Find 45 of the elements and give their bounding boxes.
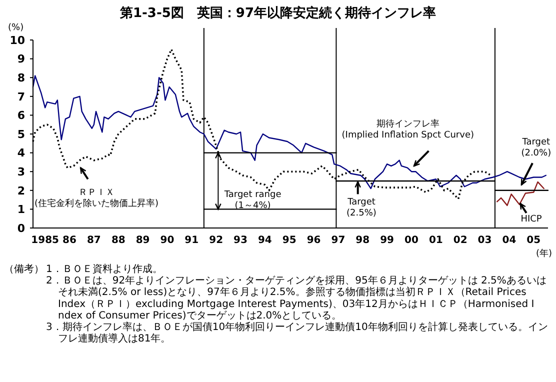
y-tick-label: 10 [10,34,26,47]
y-tick-label: 5 [17,128,25,141]
y-tick-label: 6 [17,109,26,122]
x-tick-label: 95 [282,235,296,246]
x-tick-label: 1985 [31,235,60,246]
text: （備考） [4,263,44,275]
y-axis-title: (%) [8,23,24,33]
annotation: Target (2.5%) [346,198,376,218]
y-tick-label: 8 [17,71,25,84]
annotation: 期待インフレ率 (Implied Inflation Spct Curve) [342,118,474,140]
y-tick-label: 0 [17,222,26,235]
x-tick-label: 04 [502,235,516,246]
x-tick-label: 02 [453,235,468,246]
x-tick-label: 98 [356,235,370,246]
x-tick-label: 88 [111,235,126,246]
x-tick-label: 92 [209,235,224,246]
text: 1．ＢＯＥ資料より作成。 [46,263,162,275]
x-tick-label: 05 [526,235,541,246]
x-tick-label: 94 [258,235,272,246]
x-axis-title: (年) [536,248,552,259]
text: 3．期待インフレ率は、ＢＯＥが国債10年物利回りーインフレ連動債10年物利回りを計算し発表している。インフレ連動債導入は81年。 [46,321,548,345]
x-tick-label: 87 [86,235,101,246]
x-tick-label: 90 [160,235,174,246]
y-tick-label: 7 [17,90,25,104]
annotation: Target range (1～4%) [223,190,282,211]
x-tick-label: 00 [404,235,419,246]
x-tick-label: 91 [184,235,199,246]
annotation: HICP [520,214,542,224]
x-tick-label: 97 [331,235,346,246]
x-tick-label: 03 [478,235,492,246]
y-tick-label: 4 [17,146,26,160]
x-tick-label: 01 [428,235,443,246]
y-tick-label: 1 [17,203,25,216]
x-tick-label: 93 [234,235,248,246]
y-tick-label: 3 [17,165,25,178]
x-tick-label: 86 [62,235,77,246]
y-tick-label: 9 [17,52,25,66]
annotation: Target (2.0%) [521,137,552,158]
text: 2．ＢＯＥは、92年よりインフレーション・ターゲティングを採用、95年６月よりターゲットは 2.5%あるいはそれ未満(2.5% or less)となり、97年６月より2.5%。参照する物価指標は当初ＲＰＩＸ（Retail Prices Index（ＲＰＩ）excluding Mortgage Interest Payments)、03年12月からはＨＩＣＰ（Harmonised Index of Consumer Prices)でターゲットは2.0%としている。 [46,274,546,322]
y-tick-label: 2 [17,184,25,198]
annotation: ＲＰＩＸ (住宅金利を除いた物価上昇率) [34,188,158,210]
chart-title: 第1-3-5図 英国：97年以降安定続く期待インフレ率 [118,5,436,21]
x-tick-label: 96 [306,235,321,246]
x-tick-label: 99 [380,235,394,246]
x-tick-label: 89 [136,235,150,246]
